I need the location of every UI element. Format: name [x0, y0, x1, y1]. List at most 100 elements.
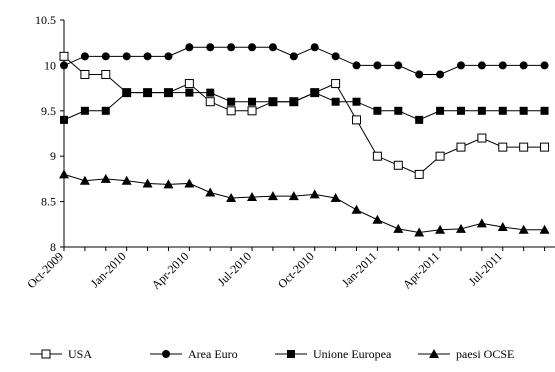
- data-point-usa: [331, 79, 341, 89]
- legend-marker-paesi-ocse: [429, 349, 439, 358]
- series-line-area-euro: [63, 46, 545, 75]
- data-point-unione-europea: [456, 106, 465, 115]
- data-point-usa: [247, 106, 257, 116]
- data-point-area-euro: [373, 61, 382, 70]
- data-point-unione-europea: [498, 106, 507, 115]
- data-point-area-euro: [331, 52, 340, 61]
- data-point-paesi-ocse: [539, 224, 550, 234]
- data-point-paesi-ocse: [247, 192, 258, 202]
- legend-item-unione-europea: Unione Europea: [275, 347, 392, 361]
- data-point-unione-europea: [227, 97, 236, 106]
- data-point-unione-europea: [164, 88, 173, 97]
- data-point-paesi-ocse: [205, 187, 216, 197]
- data-point-unione-europea: [248, 97, 257, 106]
- series-group: [59, 43, 550, 237]
- data-point-unione-europea: [394, 106, 403, 115]
- data-point-usa: [456, 142, 466, 152]
- data-point-paesi-ocse: [414, 227, 425, 237]
- data-point-paesi-ocse: [288, 191, 299, 201]
- axes: [63, 20, 555, 248]
- data-point-unione-europea: [268, 97, 277, 106]
- y-tick-label: 8: [50, 240, 56, 254]
- data-point-paesi-ocse: [518, 224, 529, 234]
- legend-label: paesi OCSE: [456, 347, 514, 361]
- data-point-unione-europea: [477, 106, 486, 115]
- data-point-area-euro: [289, 52, 298, 61]
- x-tick-label: Apr-2011: [400, 249, 442, 291]
- x-tick-label: Jan-2010: [88, 249, 129, 290]
- data-point-area-euro: [477, 61, 486, 70]
- legend-label: Unione Europea: [313, 347, 392, 361]
- legend: USA Area Euro Unione Europea paesi OCSE: [30, 347, 514, 361]
- data-point-paesi-ocse: [435, 224, 446, 234]
- data-point-area-euro: [143, 52, 152, 61]
- data-point-unione-europea: [80, 106, 89, 115]
- data-point-unione-europea: [373, 106, 382, 115]
- data-point-unione-europea: [415, 115, 424, 124]
- data-point-paesi-ocse: [393, 223, 404, 233]
- data-point-usa: [59, 51, 69, 61]
- data-point-paesi-ocse: [476, 218, 487, 228]
- data-point-area-euro: [352, 61, 361, 70]
- data-point-paesi-ocse: [267, 191, 278, 201]
- x-tick-label: Jul-2010: [215, 249, 255, 289]
- data-point-paesi-ocse: [59, 169, 69, 179]
- data-point-area-euro: [456, 61, 465, 70]
- data-point-usa: [435, 151, 445, 161]
- legend-item-paesi-ocse: paesi OCSE: [418, 347, 514, 361]
- data-point-area-euro: [498, 61, 507, 70]
- data-point-paesi-ocse: [226, 192, 237, 202]
- data-point-unione-europea: [310, 88, 319, 97]
- data-point-area-euro: [394, 61, 403, 70]
- x-tick-label: Apr-2010: [149, 249, 192, 292]
- data-point-area-euro: [248, 43, 257, 52]
- data-point-paesi-ocse: [163, 179, 174, 189]
- series-unione-europea: [60, 88, 549, 124]
- data-point-paesi-ocse: [309, 189, 320, 199]
- data-point-area-euro: [519, 61, 528, 70]
- data-point-usa: [226, 106, 236, 116]
- data-point-paesi-ocse: [330, 192, 341, 202]
- data-point-area-euro: [122, 52, 131, 61]
- x-tick-label: Jan-2011: [339, 249, 380, 290]
- data-point-area-euro: [436, 70, 445, 79]
- data-point-paesi-ocse: [121, 175, 132, 185]
- data-point-usa: [80, 69, 90, 79]
- data-point-usa: [540, 142, 550, 152]
- data-point-unione-europea: [206, 88, 215, 97]
- data-point-unione-europea: [289, 97, 298, 106]
- data-point-usa: [498, 142, 508, 152]
- data-point-unione-europea: [519, 106, 528, 115]
- y-tick-label: 9: [50, 149, 56, 163]
- legend-label: Area Euro: [188, 347, 238, 361]
- legend-marker-area-euro: [162, 350, 170, 358]
- series-area-euro: [60, 43, 549, 79]
- data-point-unione-europea: [331, 97, 340, 106]
- data-point-paesi-ocse: [351, 204, 362, 214]
- x-axis-ticks: Oct-2009 Jan-2010 Apr-2010 Jul-2010 Oct-2010…: [24, 247, 546, 292]
- data-point-area-euro: [415, 70, 424, 79]
- legend-marker-unione-europea: [287, 350, 295, 358]
- data-point-area-euro: [101, 52, 110, 61]
- data-point-area-euro: [164, 52, 173, 61]
- data-point-usa: [477, 133, 487, 143]
- x-tick-label: Oct-2009: [24, 249, 66, 291]
- data-point-paesi-ocse: [455, 223, 466, 233]
- y-tick-label: 10.5: [35, 13, 56, 27]
- y-axis-ticks: 8 8.5 9 9.5 10 10.5: [35, 13, 64, 254]
- y-tick-label: 9.5: [41, 104, 56, 118]
- data-point-paesi-ocse: [100, 173, 111, 183]
- data-point-unione-europea: [122, 88, 131, 97]
- y-tick-label: 8.5: [41, 195, 56, 209]
- data-point-area-euro: [540, 61, 549, 70]
- series-usa: [59, 51, 550, 179]
- data-point-paesi-ocse: [372, 214, 383, 224]
- legend-label: USA: [68, 347, 92, 361]
- data-point-area-euro: [310, 43, 319, 52]
- series-line-paesi-ocse: [63, 173, 545, 233]
- data-point-usa: [393, 160, 403, 170]
- x-tick-label: Oct-2010: [275, 249, 317, 291]
- data-point-paesi-ocse: [142, 178, 153, 188]
